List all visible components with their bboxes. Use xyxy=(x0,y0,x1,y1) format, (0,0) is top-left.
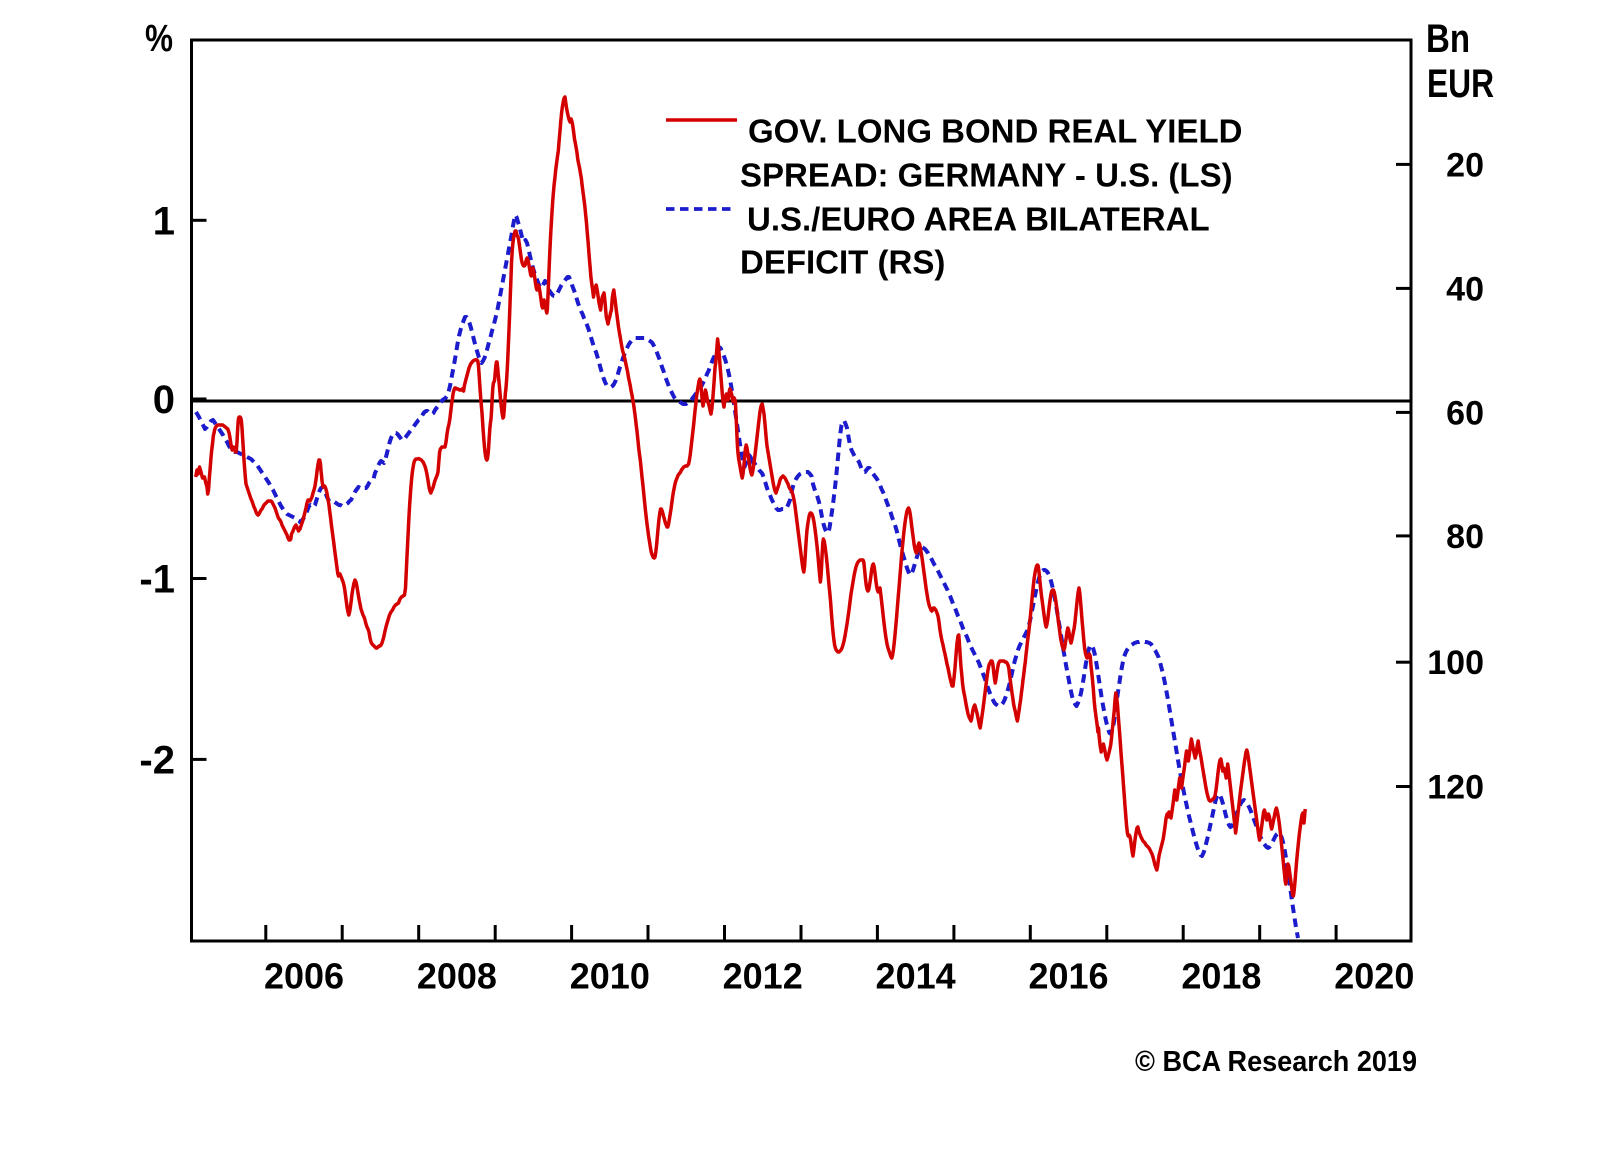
svg-text:100: 100 xyxy=(1427,644,1484,682)
svg-text:2012: 2012 xyxy=(723,956,803,997)
svg-text:SPREAD: GERMANY - U.S. (LS): SPREAD: GERMANY - U.S. (LS) xyxy=(740,157,1233,194)
svg-text:%: % xyxy=(145,18,173,60)
svg-text:Bn: Bn xyxy=(1426,17,1470,61)
svg-text:2016: 2016 xyxy=(1028,956,1108,997)
svg-text:2008: 2008 xyxy=(417,956,497,997)
svg-text:GOV. LONG BOND REAL YIELD: GOV. LONG BOND REAL YIELD xyxy=(748,113,1242,150)
svg-text:20: 20 xyxy=(1446,146,1484,184)
svg-text:© BCA Research 2019: © BCA Research 2019 xyxy=(1135,1046,1417,1078)
svg-text:2010: 2010 xyxy=(570,956,650,997)
svg-text:60: 60 xyxy=(1446,394,1484,432)
svg-text:-2: -2 xyxy=(139,738,175,782)
svg-text:-1: -1 xyxy=(139,558,175,602)
svg-text:U.S./EURO AREA BILATERAL: U.S./EURO AREA BILATERAL xyxy=(747,201,1210,238)
svg-text:DEFICIT (RS): DEFICIT (RS) xyxy=(740,244,945,281)
svg-text:40: 40 xyxy=(1446,270,1484,308)
svg-text:120: 120 xyxy=(1427,769,1484,807)
svg-text:0: 0 xyxy=(153,378,175,422)
svg-text:1: 1 xyxy=(153,199,175,243)
svg-text:2006: 2006 xyxy=(264,956,344,997)
svg-text:EUR: EUR xyxy=(1427,62,1494,106)
svg-text:2020: 2020 xyxy=(1334,956,1414,997)
svg-text:2018: 2018 xyxy=(1181,956,1261,997)
svg-text:80: 80 xyxy=(1446,518,1484,556)
svg-text:2014: 2014 xyxy=(876,956,956,997)
